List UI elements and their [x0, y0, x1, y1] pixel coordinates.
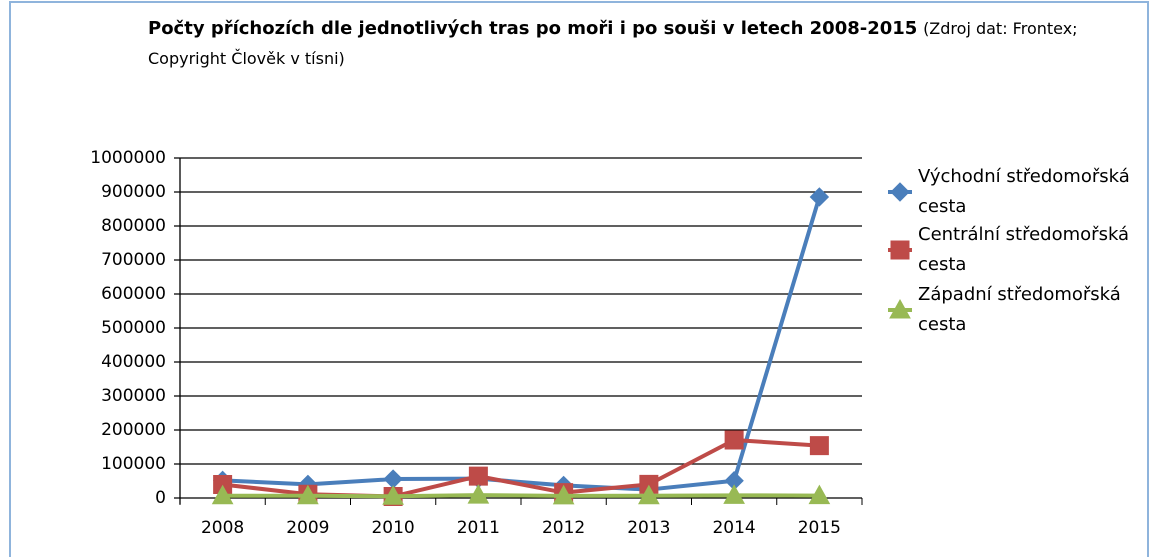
y-tick-label: 500000	[101, 318, 166, 338]
y-tick-label: 1000000	[90, 148, 166, 168]
data-point	[808, 484, 831, 505]
data-point	[809, 187, 830, 207]
legend-label: Západní středomořská cesta	[918, 284, 1121, 335]
data-point	[297, 484, 319, 505]
data-point	[211, 484, 234, 505]
x-tick-label: 2015	[798, 518, 841, 538]
chart-header: Počty příchozích dle jednotlivých tras p…	[148, 14, 1078, 74]
y-tick-label: 200000	[101, 420, 166, 440]
y-tick-label: 700000	[101, 250, 166, 270]
data-point	[213, 474, 233, 494]
y-tick-label: 800000	[101, 216, 166, 236]
data-point	[724, 430, 744, 450]
x-tick-label: 2011	[457, 518, 500, 538]
chart-title: Počty příchozích dle jednotlivých tras p…	[148, 18, 918, 39]
legend-label: Centrální středomořská cesta	[918, 224, 1130, 275]
y-tick-label: 100000	[101, 454, 166, 474]
y-tick-label: 300000	[101, 386, 166, 406]
x-tick-label: 2009	[286, 518, 329, 538]
x-tick-label: 2012	[542, 518, 585, 538]
data-point	[467, 484, 490, 504]
y-tick-label: 400000	[101, 352, 166, 372]
data-point	[382, 485, 404, 505]
x-tick-label: 2013	[627, 518, 670, 538]
y-tick-label: 600000	[101, 284, 166, 304]
data-point	[723, 484, 745, 504]
frame	[9, 1, 1149, 557]
x-tick-label: 2014	[712, 518, 755, 538]
x-tick-label: 2008	[201, 518, 244, 538]
data-point	[552, 484, 575, 505]
y-tick-label: 0	[155, 488, 166, 508]
legend-marker	[890, 182, 910, 202]
y-tick-label: 900000	[101, 182, 166, 202]
legend-marker	[890, 240, 910, 260]
series-line	[222, 493, 820, 499]
legend-label: Východní středomořská cesta	[918, 166, 1130, 217]
x-tick-label: 2010	[371, 518, 414, 538]
legend-marker	[889, 298, 911, 319]
data-point	[468, 466, 488, 486]
series-line	[222, 196, 822, 492]
chart-subtitle: (Zdroj dat: Frontex; Copyright Člověk v …	[148, 19, 1078, 68]
data-point	[638, 484, 660, 505]
data-point	[809, 436, 829, 456]
data-point	[639, 474, 659, 494]
